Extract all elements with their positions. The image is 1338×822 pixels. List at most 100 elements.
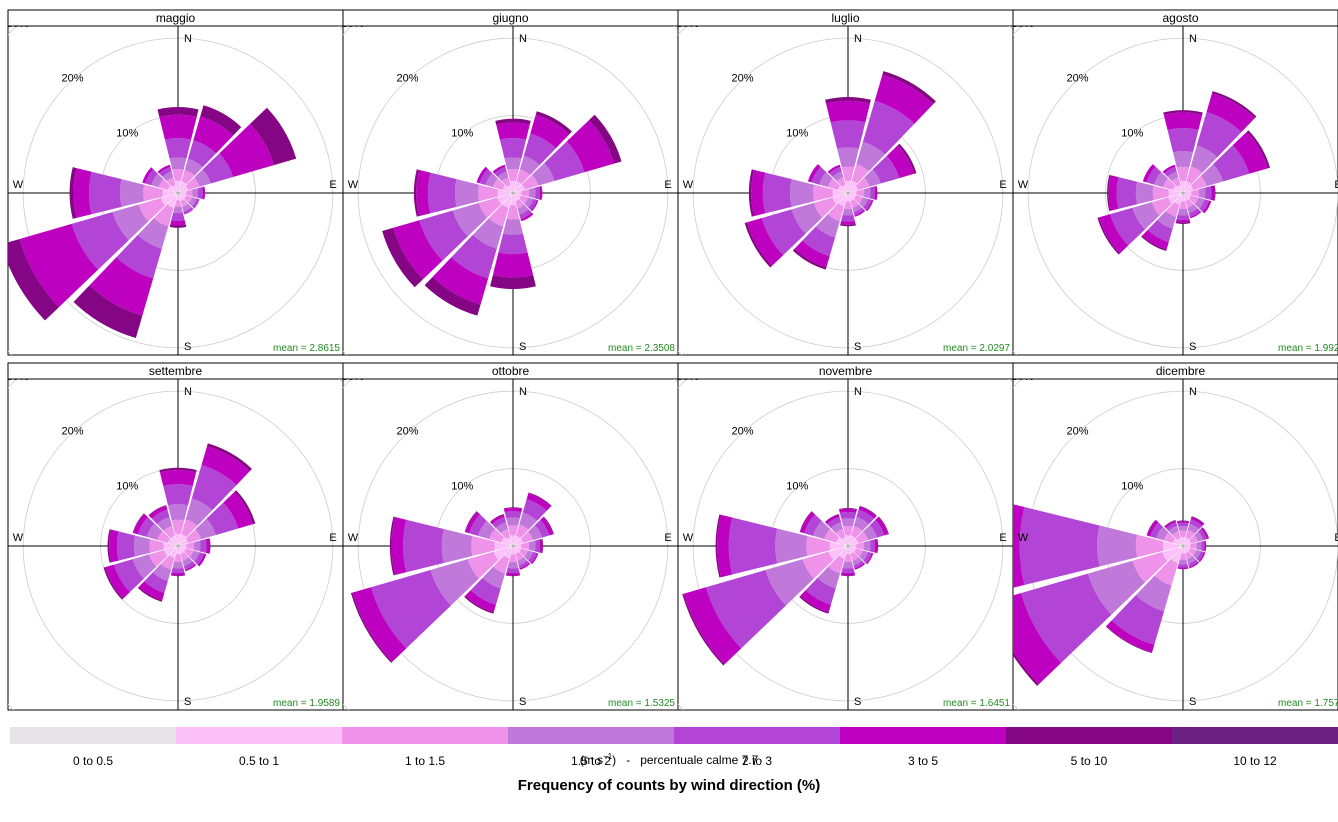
sector-90-bin-5 <box>202 186 206 200</box>
sector-30-bin-0 <box>178 190 181 193</box>
sector-270-bin-1 <box>162 189 175 197</box>
compass-label-W: W <box>1018 532 1029 544</box>
sector-240-bin-3 <box>765 559 814 606</box>
sector-240-bin-4 <box>71 212 129 270</box>
sector-30-bin-2 <box>851 164 869 184</box>
sector-0-bin-5 <box>1177 521 1189 524</box>
strip-label: ottobre <box>492 364 530 378</box>
sector-120-bin-2 <box>854 548 863 557</box>
sector-0-bin-5 <box>503 508 523 513</box>
sector-30-bin-1 <box>1183 537 1190 544</box>
sector-300-bin-1 <box>502 185 511 193</box>
strip-label: dicembre <box>1156 364 1206 378</box>
legend-label-3: 1.5 to 2 <box>571 754 611 768</box>
sector-210-bin-4 <box>144 572 168 593</box>
compass-label-E: E <box>329 179 336 191</box>
sector-210-bin-2 <box>488 204 509 227</box>
radial-tick-label: 10% <box>451 127 473 139</box>
sector-90-bin-0 <box>848 545 851 547</box>
sector-270-bin-4 <box>427 172 457 214</box>
sector-0-bin-6 <box>159 467 197 473</box>
sector-270-bin-6 <box>69 167 77 219</box>
sector-210-bin-5 <box>794 240 830 268</box>
radial-tick-label: 10% <box>1121 480 1143 492</box>
sector-300-bin-0 <box>510 543 513 546</box>
sector-150-bin-3 <box>852 557 862 566</box>
sector-90-bin-5 <box>539 538 543 554</box>
sector-60-bin-2 <box>855 177 870 190</box>
sector-180-bin-6 <box>840 574 856 577</box>
sector-0-bin-1 <box>845 535 851 543</box>
sector-300-bin-3 <box>478 520 496 540</box>
sector-0-bin-2 <box>508 525 518 536</box>
sector-150-bin-0 <box>848 546 850 549</box>
sector-30-bin-0 <box>1183 190 1186 193</box>
radial-tick-label: 20% <box>731 426 753 438</box>
sector-330-bin-3 <box>830 522 844 534</box>
sector-330-bin-5 <box>827 164 841 174</box>
sector-270-bin-5 <box>1013 504 1025 588</box>
radial-tick-label: 20% <box>396 73 418 85</box>
radial-tick-label: 10% <box>786 127 808 139</box>
sector-240-bin-5 <box>352 587 407 662</box>
sector-210-bin-4 <box>116 234 162 279</box>
radial-tick-label: 20% <box>1066 426 1088 438</box>
sector-180-bin-3 <box>507 561 519 569</box>
mean-label: mean = 1.9589 <box>273 698 340 709</box>
sector-0-bin-4 <box>164 138 192 159</box>
sector-150-bin-1 <box>1183 547 1189 554</box>
sector-270-bin-2 <box>478 184 498 202</box>
sector-270-bin-3 <box>133 535 151 557</box>
sector-330-bin-4 <box>1165 522 1178 531</box>
sector-150-bin-2 <box>515 199 525 209</box>
sector-120-bin-3 <box>189 550 200 562</box>
sector-60-bin-6 <box>543 516 554 535</box>
sector-150-bin-0 <box>513 546 515 549</box>
sector-240-bin-6 <box>103 567 124 600</box>
compass-label-W: W <box>13 532 24 544</box>
sector-60-bin-3 <box>195 518 216 540</box>
sector-180-bin-6 <box>170 574 186 577</box>
sector-330-bin-6 <box>489 514 504 523</box>
sector-270-bin-5 <box>416 169 431 217</box>
compass-label-S: S <box>519 696 526 708</box>
sector-240-bin-1 <box>493 547 510 560</box>
sector-300-bin-0 <box>175 543 178 546</box>
sector-150-bin-4 <box>1188 559 1199 567</box>
sector-330-bin-6 <box>1164 519 1176 528</box>
units-prefix: (m s <box>579 753 604 767</box>
sector-90-bin-1 <box>850 543 857 549</box>
sector-0-bin-0 <box>177 542 179 546</box>
sector-90-bin-0 <box>178 192 181 194</box>
sector-90-bin-3 <box>528 540 536 552</box>
sector-180-bin-1 <box>1180 195 1186 202</box>
sector-60-bin-5 <box>875 517 889 536</box>
sector-240-bin-4 <box>371 569 451 649</box>
sector-180-bin-2 <box>509 554 517 563</box>
sector-120-bin-0 <box>848 546 851 548</box>
sector-0-bin-6 <box>825 97 871 104</box>
sector-150-bin-1 <box>848 194 854 202</box>
sector-120-bin-5 <box>1202 200 1212 214</box>
sector-270-bin-0 <box>1178 544 1183 548</box>
sector-90-bin-3 <box>193 540 201 552</box>
sector-240-bin-5 <box>683 587 742 665</box>
sector-210-bin-3 <box>817 566 841 589</box>
sector-0-bin-0 <box>1182 542 1184 546</box>
legend-swatch-3 <box>508 727 675 744</box>
sector-330-bin-2 <box>500 528 511 540</box>
mean-label: mean = 2.0297 <box>943 343 1010 354</box>
strip-label: novembre <box>819 364 873 378</box>
sector-30-bin-0 <box>513 543 516 546</box>
sector-90-bin-3 <box>192 188 199 198</box>
sector-300-bin-5 <box>807 164 821 183</box>
sector-330-bin-6 <box>148 505 167 516</box>
sector-0-bin-4 <box>499 138 527 159</box>
sector-0-bin-4 <box>163 484 193 506</box>
sector-30-bin-2 <box>516 524 529 539</box>
sector-150-bin-2 <box>1185 199 1194 208</box>
sector-60-bin-2 <box>520 531 534 543</box>
